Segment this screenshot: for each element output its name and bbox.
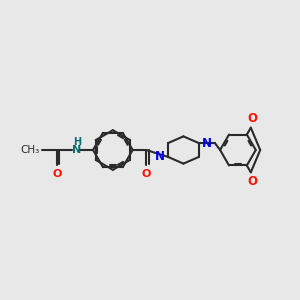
Text: CH₃: CH₃ — [20, 145, 39, 155]
Text: O: O — [52, 169, 62, 178]
Text: N: N — [155, 150, 165, 164]
Text: N: N — [72, 145, 82, 155]
Text: O: O — [247, 112, 257, 125]
Text: H: H — [73, 137, 81, 147]
Text: O: O — [247, 175, 257, 188]
Text: N: N — [202, 136, 212, 150]
Text: O: O — [142, 169, 151, 178]
